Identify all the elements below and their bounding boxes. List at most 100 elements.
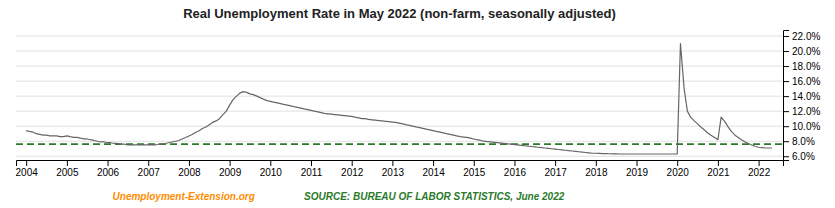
x-tick: 2016	[504, 160, 527, 178]
grid-line	[16, 96, 783, 97]
x-tick: 2005	[56, 160, 79, 178]
grid-line	[16, 111, 783, 112]
y-tick: 6.0%	[783, 151, 815, 162]
y-tick: 16.0%	[783, 76, 820, 87]
y-tick: 12.0%	[783, 106, 820, 117]
x-tick: 2022	[748, 160, 771, 178]
x-tick-mark	[189, 160, 190, 166]
y-tick-label: 12.0%	[792, 106, 820, 117]
y-tick: 22.0%	[783, 31, 820, 42]
x-tick-mark	[230, 160, 231, 166]
x-tick-mark	[677, 160, 678, 166]
x-tick-label: 2005	[56, 167, 79, 178]
x-tick-label: 2016	[504, 167, 527, 178]
x-tick-label: 2014	[422, 167, 445, 178]
x-tick: 2010	[260, 160, 283, 178]
x-tick-mark	[270, 160, 271, 166]
y-tick-label: 22.0%	[792, 31, 820, 42]
grid-line	[16, 156, 783, 157]
x-tick: 2020	[667, 160, 690, 178]
x-tick: 2018	[585, 160, 608, 178]
grid-line	[16, 66, 783, 67]
annotation: Unemployment-Extension.org	[113, 191, 255, 202]
x-tick: 2015	[463, 160, 486, 178]
x-tick-mark	[514, 160, 515, 166]
x-tick-label: 2017	[545, 167, 568, 178]
x-tick-label: 2019	[626, 167, 649, 178]
plot-area	[16, 44, 783, 154]
x-tick-mark	[352, 160, 353, 166]
x-tick-mark	[67, 160, 68, 166]
x-tick-mark	[148, 160, 149, 166]
x-tick-mark	[596, 160, 597, 166]
grid-line	[16, 36, 783, 37]
x-tick-label: 2007	[138, 167, 161, 178]
x-tick-mark	[718, 160, 719, 166]
y-tick-mark	[783, 36, 789, 37]
y-tick-mark	[783, 126, 789, 127]
y-tick-mark	[783, 81, 789, 82]
grid-line	[16, 51, 783, 52]
x-tick-mark	[759, 160, 760, 166]
y-tick-mark	[783, 111, 789, 112]
x-tick-label: 2011	[301, 167, 323, 178]
x-tick-label: 2022	[748, 167, 771, 178]
x-tick: 2011	[301, 160, 323, 178]
x-tick-mark	[392, 160, 393, 166]
y-tick-label: 14.0%	[792, 91, 820, 102]
x-tick-label: 2018	[585, 167, 608, 178]
x-tick-label: 2009	[219, 167, 242, 178]
x-tick: 2017	[545, 160, 568, 178]
y-tick: 18.0%	[783, 61, 820, 72]
x-tick: 2019	[626, 160, 649, 178]
grid-line	[16, 141, 783, 142]
title: Real Unemployment Rate in May 2022 (non-…	[183, 6, 616, 21]
y-tick-label: 8.0%	[792, 136, 815, 147]
x-tick: 2009	[219, 160, 242, 178]
y-tick: 8.0%	[783, 136, 815, 147]
y-tick-label: 18.0%	[792, 61, 820, 72]
y-axis: 6.0% 8.0% 10.0% 12.0% 14.0% 16.0% 18.0% 20.0% 22…	[783, 31, 820, 162]
x-tick: 2007	[138, 160, 161, 178]
y-axis-line	[784, 31, 790, 161]
x-tick-mark	[474, 160, 475, 166]
y-tick-mark	[783, 96, 789, 97]
x-tick-label: 2004	[16, 167, 39, 178]
y-tick-mark	[783, 156, 789, 157]
x-tick: 2004	[16, 160, 39, 178]
y-tick: 14.0%	[783, 91, 820, 102]
x-tick: 2006	[97, 160, 120, 178]
x-tick: 2012	[341, 160, 364, 178]
y-tick: 20.0%	[783, 46, 820, 57]
annotation: SOURCE: BUREAU OF LABOR STATISTICS, June…	[304, 191, 565, 202]
x-tick-mark	[26, 160, 27, 166]
y-tick-mark	[783, 51, 789, 52]
y-tick-label: 20.0%	[792, 46, 820, 57]
x-tick-mark	[555, 160, 556, 166]
x-tick-label: 2013	[382, 167, 405, 178]
grid-line	[16, 81, 783, 82]
x-tick-label: 2015	[463, 167, 486, 178]
x-tick-mark	[433, 160, 434, 166]
x-tick-label: 2010	[260, 167, 283, 178]
x-tick-mark	[311, 160, 312, 166]
x-tick: 2013	[382, 160, 405, 178]
y-tick-label: 10.0%	[792, 121, 820, 132]
y-tick-mark	[783, 66, 789, 67]
y-tick-label: 16.0%	[792, 76, 820, 87]
line-series	[26, 44, 772, 154]
y-tick-label: 6.0%	[792, 151, 815, 162]
grid-line	[16, 126, 783, 127]
y-tick-mark	[783, 141, 789, 142]
x-tick-label: 2012	[341, 167, 364, 178]
x-tick-label: 2021	[707, 167, 730, 178]
chart: Real Unemployment Rate in May 2022 (non-…	[0, 0, 835, 208]
grid	[16, 36, 783, 156]
x-tick-mark	[108, 160, 109, 166]
x-tick: 2008	[178, 160, 201, 178]
x-tick: 2014	[422, 160, 445, 178]
x-tick-mark	[637, 160, 638, 166]
x-tick-label: 2020	[667, 167, 690, 178]
x-tick-label: 2006	[97, 167, 120, 178]
x-tick: 2021	[707, 160, 730, 178]
